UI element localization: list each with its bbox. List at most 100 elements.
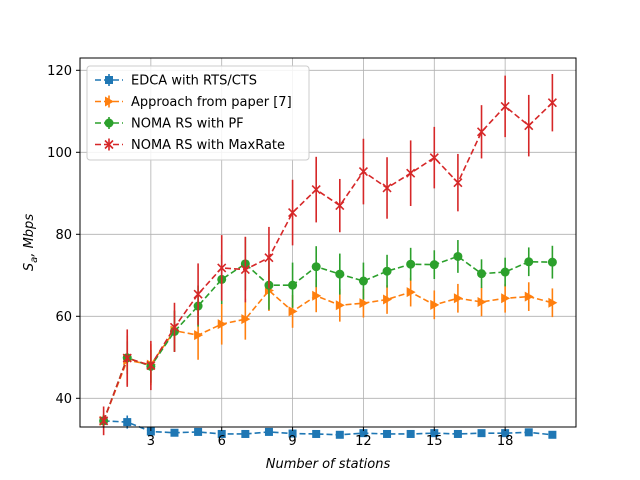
y-tick-label: 80: [55, 228, 72, 243]
y-tick-label: 60: [55, 310, 72, 325]
data-point: [264, 427, 273, 436]
legend-item: EDCA with RTS/CTS: [95, 74, 257, 89]
legend-item: NOMA RS with PF: [95, 117, 244, 132]
series-2: [99, 269, 558, 427]
data-point: [335, 201, 345, 211]
data-point: [548, 297, 558, 308]
data-point: [288, 280, 298, 290]
data-point: [194, 330, 204, 341]
data-point: [123, 418, 132, 427]
x-tick-label: 9: [288, 434, 296, 449]
data-point: [429, 153, 439, 163]
legend-marker: [104, 118, 114, 128]
data-point: [146, 427, 155, 436]
legend-item: NOMA RS with MaxRate: [95, 138, 285, 153]
y-tick-label: 40: [55, 392, 72, 407]
data-point: [500, 101, 510, 111]
data-point: [217, 429, 226, 438]
x-tick-label: 12: [355, 434, 372, 449]
data-point: [500, 267, 510, 277]
data-point: [477, 269, 487, 279]
series-line: [102, 102, 553, 422]
data-point: [406, 168, 416, 178]
legend-label: Approach from paper [7]: [131, 95, 292, 110]
data-point: [548, 430, 557, 439]
data-point: [453, 293, 463, 304]
data-point: [382, 266, 392, 276]
data-point: [453, 178, 463, 188]
series-4: [99, 73, 557, 436]
data-point: [430, 429, 439, 438]
data-point: [406, 259, 416, 269]
data-point: [335, 269, 345, 279]
data-point: [99, 416, 109, 426]
data-point: [476, 127, 487, 137]
series-line: [102, 255, 553, 422]
data-point: [312, 290, 322, 301]
y-tick-label: 100: [47, 146, 72, 161]
data-point: [359, 298, 369, 309]
data-point: [547, 98, 557, 108]
data-point: [453, 251, 463, 261]
data-point: [146, 360, 156, 371]
data-point: [524, 257, 534, 267]
data-point: [477, 296, 487, 307]
data-point: [312, 429, 321, 438]
data-point: [311, 185, 321, 195]
data-point: [122, 353, 132, 363]
legend-item: Approach from paper [7]: [95, 95, 292, 110]
legend: EDCA with RTS/CTS Approach from paper [7]…: [86, 65, 310, 161]
data-point: [241, 429, 250, 438]
data-point: [335, 300, 345, 311]
legend-label: NOMA RS with MaxRate: [131, 138, 285, 153]
y-axis-label: Sa, Mbps: [22, 214, 40, 271]
data-point: [264, 253, 274, 263]
legend-box: [86, 65, 310, 161]
data-point: [169, 322, 180, 332]
legend-marker: [105, 76, 113, 84]
data-point: [193, 289, 203, 299]
data-point: [194, 427, 203, 436]
x-tick-label: 6: [218, 434, 226, 449]
x-tick-label: 15: [426, 434, 443, 449]
data-point: [382, 183, 392, 193]
data-point: [170, 428, 179, 437]
data-point: [288, 208, 298, 218]
series-line: [102, 289, 553, 422]
x-tick-label: 3: [147, 434, 155, 449]
data-point: [429, 260, 439, 270]
legend-label: EDCA with RTS/CTS: [131, 74, 257, 89]
data-point: [524, 121, 534, 131]
data-point: [288, 306, 298, 317]
plot-frame: [79, 57, 577, 428]
legend-marker: [104, 139, 114, 150]
data-point: [547, 257, 557, 267]
y-tick-label: 120: [47, 64, 72, 79]
legend-label: NOMA RS with PF: [131, 117, 244, 132]
data-point: [240, 264, 250, 275]
data-point: [406, 287, 416, 298]
data-point: [453, 429, 462, 438]
x-tick-label: 18: [497, 434, 514, 449]
data-point: [311, 262, 321, 272]
x-axis-label: Number of stations: [266, 457, 391, 472]
legend-marker: [105, 96, 114, 107]
data-point: [430, 299, 440, 310]
data-point: [383, 294, 393, 305]
data-point: [217, 263, 227, 273]
data-point: [358, 276, 368, 286]
data-point: [335, 430, 344, 439]
data-point: [358, 167, 368, 177]
data-point: [383, 429, 392, 438]
data-point: [406, 429, 415, 438]
data-point: [288, 429, 297, 438]
data-point: [524, 428, 533, 437]
data-point: [359, 429, 368, 438]
data-point: [501, 293, 511, 304]
data-point: [477, 429, 486, 438]
data-point: [241, 314, 251, 325]
data-point: [501, 429, 510, 438]
data-point: [524, 291, 534, 302]
